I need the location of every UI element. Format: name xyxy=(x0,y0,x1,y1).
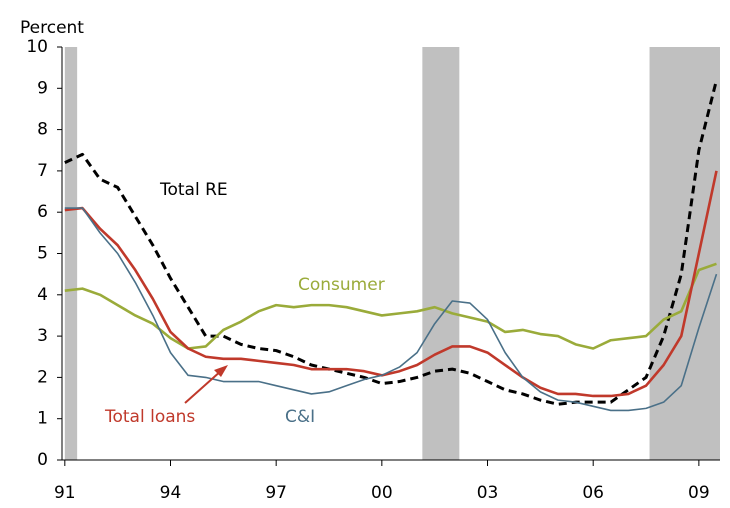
y-tick-label: 10 xyxy=(26,37,48,57)
y-tick-label: 4 xyxy=(37,285,48,305)
y-tick-label: 5 xyxy=(37,244,48,264)
y-tick-label: 7 xyxy=(37,161,48,181)
x-tick-label: 06 xyxy=(582,483,604,503)
series-label: Total RE xyxy=(159,180,228,200)
y-axis-label: Percent xyxy=(20,18,84,38)
series-line xyxy=(64,207,718,412)
x-tick-label: 00 xyxy=(371,483,393,503)
y-tick-label: 2 xyxy=(37,367,48,387)
series-line xyxy=(64,262,717,350)
y-tick-label: 1 xyxy=(37,409,48,429)
series-label: Total loans xyxy=(104,407,195,427)
recession-shade xyxy=(64,47,78,460)
series-label: C&I xyxy=(285,407,315,427)
y-tick-label: 8 xyxy=(37,120,48,140)
y-tick-label: 0 xyxy=(37,450,48,470)
recession-shade xyxy=(422,47,460,460)
x-tick-label: 03 xyxy=(477,483,499,503)
x-tick-label: 09 xyxy=(688,483,710,503)
series-line xyxy=(64,79,718,406)
x-tick-label: 91 xyxy=(54,483,76,503)
arrow-line xyxy=(184,369,223,404)
y-tick-label: 6 xyxy=(37,202,48,222)
series-label: Consumer xyxy=(298,275,385,295)
y-tick-label: 9 xyxy=(37,78,48,98)
series-line xyxy=(64,170,718,398)
x-tick-label: 97 xyxy=(265,483,287,503)
arrow-head xyxy=(214,365,228,377)
y-tick-label: 3 xyxy=(37,326,48,346)
x-tick-label: 94 xyxy=(160,483,182,503)
